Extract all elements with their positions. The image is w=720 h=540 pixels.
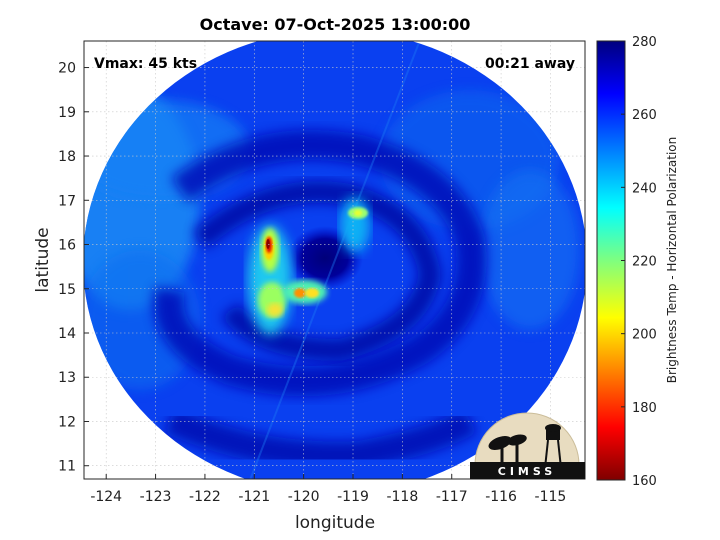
x-tick-label: -115 [535, 489, 567, 505]
x-tick-label: -120 [288, 489, 320, 505]
colorbar: 160 180 200 220 240 260 280 Brightness Temp - … [596, 35, 679, 489]
cimss-logo: CIMSS [470, 412, 585, 479]
x-axis-label: longitude [295, 513, 375, 533]
y-tick-label: 15 [58, 282, 76, 298]
x-axis: -124 -123 -122 -121 -120 -119 -118 -117 -116 -115 [90, 474, 566, 505]
colorbar-tick-label: 160 [632, 474, 657, 489]
colorbar-tick-label: 240 [632, 181, 657, 196]
colorbar-tick-label: 280 [632, 35, 657, 50]
y-tick-label: 14 [58, 326, 76, 342]
chart-title: Octave: 07-Oct-2025 13:00:00 [200, 15, 471, 34]
y-axis-label: latitude [33, 227, 53, 292]
y-axis: 11 12 13 14 15 16 17 18 19 20 [58, 61, 89, 475]
x-tick-label: -121 [238, 489, 270, 505]
y-tick-label: 17 [58, 193, 76, 209]
microwave-swath [84, 41, 585, 479]
x-tick-label: -117 [436, 489, 468, 505]
y-tick-label: 19 [58, 105, 76, 121]
colorbar-ticks: 160 180 200 220 240 260 280 [621, 35, 657, 489]
vmax-annotation: Vmax: 45 kts [94, 56, 197, 72]
y-tick-label: 18 [58, 149, 76, 165]
colorbar-tick-label: 180 [632, 401, 657, 416]
y-tick-label: 12 [58, 414, 76, 430]
x-tick-label: -118 [386, 489, 418, 505]
x-tick-label: -124 [90, 489, 122, 505]
cimss-logo-text: CIMSS [498, 465, 556, 478]
colorbar-tick-label: 260 [632, 108, 657, 123]
x-tick-label: -116 [485, 489, 517, 505]
colorbar-tick-label: 200 [632, 328, 657, 343]
y-tick-label: 20 [58, 61, 76, 77]
y-tick-label: 11 [58, 459, 76, 475]
x-tick-label: -123 [140, 489, 172, 505]
colorbar-label: Brightness Temp - Horizontal Polarizatio… [665, 137, 679, 384]
y-tick-label: 16 [58, 238, 76, 254]
colorbar-tick-label: 220 [632, 255, 657, 270]
y-tick-label: 13 [58, 370, 76, 386]
time-away-annotation: 00:21 away [485, 56, 575, 72]
x-tick-label: -122 [189, 489, 221, 505]
plot-frame [83, 40, 586, 480]
colorbar-gradient [596, 40, 626, 481]
x-tick-label: -119 [337, 489, 369, 505]
grid-lines [84, 41, 585, 479]
